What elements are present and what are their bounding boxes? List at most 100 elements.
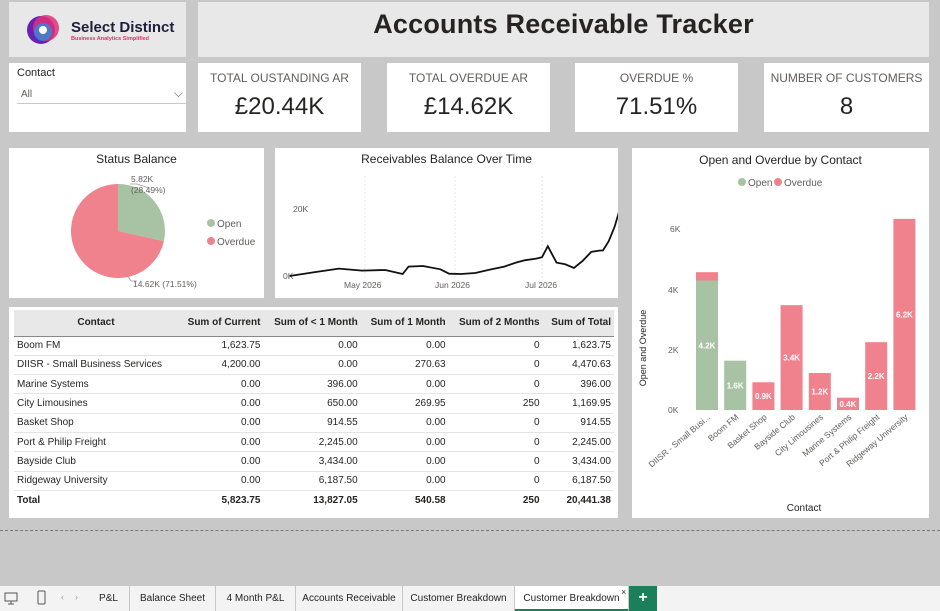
table-cell: 0.00 — [177, 374, 264, 395]
column-header[interactable]: Contact — [14, 310, 178, 337]
table-row[interactable]: Boom FM 1,623.75 0.00 0.00 0 1,623.75 — [14, 336, 614, 356]
table-cell: 1,169.95 — [542, 393, 614, 414]
table-cell: 3,434.00 — [542, 451, 614, 472]
column-header[interactable]: Sum of 2 Months — [448, 310, 543, 337]
table-cell: 20,441.38 — [542, 489, 614, 510]
tab-balance-sheet[interactable]: Balance Sheet — [130, 586, 216, 611]
desktop-view-icon[interactable] — [4, 592, 18, 605]
pie-label-open-pct: (28.49%) — [131, 185, 166, 195]
table-cell: 0.00 — [263, 355, 361, 376]
table-cell: 0.00 — [177, 471, 264, 491]
table-cell: 0 — [448, 374, 543, 395]
table-total-row[interactable]: Total 5,823.75 13,827.05 540.58 250 20,441.38 — [14, 489, 614, 510]
table-cell: 0.00 — [263, 336, 361, 356]
table-row[interactable]: Bayside Club 0.00 3,434.00 0.00 0 3,434.00 — [14, 451, 614, 472]
phone-view-icon[interactable] — [37, 590, 46, 605]
table-cell: 2,245.00 — [263, 432, 361, 453]
select-distinct-logo-icon — [27, 15, 59, 44]
tab-customer-breakdown[interactable]: Customer Breakdown — [403, 586, 515, 611]
bar-overdue-0[interactable] — [696, 272, 718, 281]
bar-data-label: 1.6K — [727, 381, 744, 390]
table-cell: 0.00 — [360, 471, 449, 491]
pie-slice-overdue[interactable] — [71, 184, 164, 278]
chevron-left-icon[interactable]: ‹ — [61, 592, 64, 602]
bar-data-label: 2.2K — [868, 372, 885, 381]
legend-label-overdue: Overdue — [784, 178, 823, 189]
table-cell: 269.95 — [360, 393, 449, 414]
table-row[interactable]: Port & Philip Freight 0.00 2,245.00 0.00 0 2,… — [14, 432, 614, 453]
kpi-label: OVERDUE % — [619, 71, 694, 85]
table-cell: 0.00 — [360, 336, 449, 356]
table-cell: 0.00 — [177, 451, 264, 472]
kpi-value: £20.44K — [234, 93, 325, 120]
table-row[interactable]: Basket Shop 0.00 914.55 0.00 0 914.55 — [14, 413, 614, 433]
table-cell: 0.00 — [177, 413, 264, 433]
bar-overdue-5[interactable] — [837, 397, 859, 410]
table-cell: Ridgeway University — [14, 471, 178, 491]
chart-title: Receivables Balance Over Time — [361, 152, 532, 166]
kpi-label: TOTAL OVERDUE AR — [408, 71, 529, 85]
y-tick-label: 2K — [668, 345, 679, 355]
chart-title: Status Balance — [96, 152, 177, 166]
y-tick-label: 0K — [283, 271, 294, 281]
close-icon[interactable]: × — [621, 587, 627, 597]
add-page-button[interactable]: + — [629, 586, 657, 611]
tab-pl[interactable]: P&L — [88, 586, 130, 611]
bar-open-1[interactable] — [724, 360, 747, 410]
tab-customer-breakdown-active[interactable]: Customer Breakdown — [515, 586, 629, 611]
contact-dropdown-value: All — [21, 89, 33, 100]
column-header[interactable]: Sum of < 1 Month — [263, 310, 361, 337]
table-cell: 3,434.00 — [263, 451, 361, 472]
table-cell: 914.55 — [263, 413, 361, 433]
bar-overdue-6[interactable] — [865, 342, 888, 410]
table-cell: Basket Shop — [14, 413, 178, 433]
bar-data-label: 4.2K — [699, 341, 716, 350]
status-balance-panel[interactable]: Status Balance 5.82K (28.49%) 14.62K (71… — [9, 148, 264, 298]
open-overdue-by-contact-panel[interactable]: Open and Overdue by Contact Open Overdue… — [632, 148, 929, 518]
bar-overdue-3[interactable] — [780, 305, 803, 410]
column-header[interactable]: Sum of 1 Month — [360, 310, 449, 337]
table-row[interactable]: DIISR - Small Business Services 4,200.00 0… — [14, 355, 614, 376]
bar-data-label: 1.2K — [811, 388, 828, 397]
table-cell: 1,623.75 — [177, 336, 264, 356]
y-tick-label: 0K — [668, 405, 679, 415]
bar-overdue-2[interactable] — [752, 382, 775, 410]
bar-data-label: 6.2K — [896, 310, 913, 319]
legend-label-overdue: Overdue — [217, 237, 256, 248]
column-header[interactable]: Sum of Total — [542, 310, 614, 337]
table-row[interactable]: Ridgeway University 0.00 6,187.50 0.00 0 6,18… — [14, 471, 614, 491]
table-cell: 0.00 — [360, 432, 449, 453]
tab-4-month-pl[interactable]: 4 Month P&L — [216, 586, 296, 611]
bar-overdue-7[interactable] — [893, 218, 916, 410]
table-cell: Port & Philip Freight — [14, 432, 178, 453]
column-header[interactable]: Sum of Current — [177, 310, 264, 337]
table-cell: 0 — [448, 432, 543, 453]
x-tick-label: Jun 2026 — [435, 280, 470, 290]
legend-label-open: Open — [748, 178, 772, 189]
table-cell: 1,623.75 — [542, 336, 614, 356]
slicer-label: Contact — [17, 67, 55, 79]
bar-open-0[interactable] — [696, 280, 718, 411]
bar-data-label: 0.9K — [755, 392, 772, 401]
bar-chart: Open Overdue 6K 4K 2K 0K Open and Overdu… — [638, 178, 916, 514]
bar-data-label: 3.4K — [783, 354, 800, 363]
legend-dot-open — [207, 219, 215, 227]
logo-name: Select Distinct — [71, 19, 175, 36]
legend-dot-overdue — [774, 178, 782, 186]
kpi-card-outstanding: TOTAL OUSTANDING AR £20.44K — [198, 63, 361, 132]
tab-accounts-receivable[interactable]: Accounts Receivable — [296, 586, 403, 611]
table-row[interactable]: City Limousines 0.00 650.00 269.95 250 1,169.… — [14, 393, 614, 414]
receivables-over-time-panel[interactable]: Receivables Balance Over Time 20K 0K May… — [275, 148, 618, 298]
table-cell: 0 — [448, 355, 543, 376]
table-row[interactable]: Marine Systems 0.00 396.00 0.00 0 396.00 — [14, 374, 614, 395]
contact-dropdown[interactable]: All ⌵ — [17, 84, 187, 104]
x-axis-title: Contact — [787, 503, 822, 514]
series-line-balance[interactable] — [289, 208, 618, 277]
pie-slice-open[interactable] — [118, 184, 165, 242]
bar-overdue-4[interactable] — [808, 373, 831, 410]
table-cell: 5,823.75 — [177, 489, 264, 510]
page-divider — [0, 530, 940, 531]
bar-data-label: 0.4K — [840, 400, 857, 409]
ar-aging-table-panel: Contact Sum of Current Sum of < 1 Month … — [9, 307, 618, 518]
chevron-right-icon[interactable]: › — [75, 592, 78, 602]
